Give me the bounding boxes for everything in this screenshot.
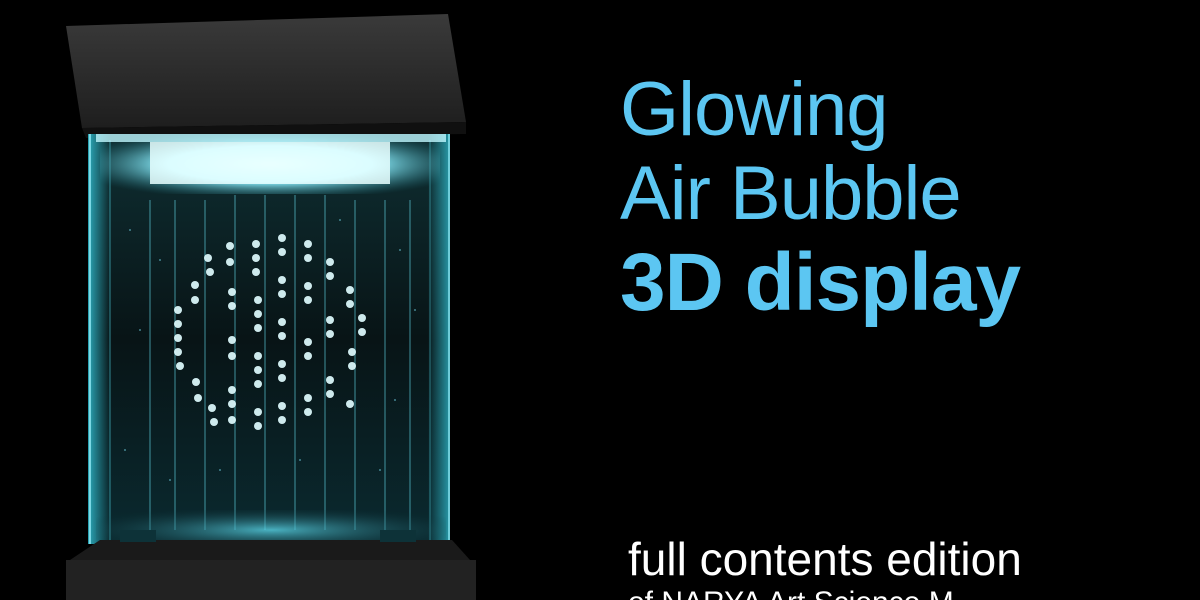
air-bubbles xyxy=(174,234,366,430)
title-line-3d-display: 3D display xyxy=(620,237,1021,328)
video-title: Glowing Air Bubble 3D display xyxy=(620,72,1190,326)
subtitle-edition: full contents edition xyxy=(628,533,1022,585)
bubble-tubes xyxy=(149,195,411,530)
title-line-glowing: Glowing xyxy=(620,67,889,152)
bubble-display-photo xyxy=(0,0,560,600)
title-line-air-bubble: Air Bubble xyxy=(620,151,962,236)
subtitle-source: of NARYA Art Science M xyxy=(628,588,954,600)
display-lid xyxy=(66,14,466,128)
display-base xyxy=(70,540,470,560)
water-tank xyxy=(90,134,450,544)
